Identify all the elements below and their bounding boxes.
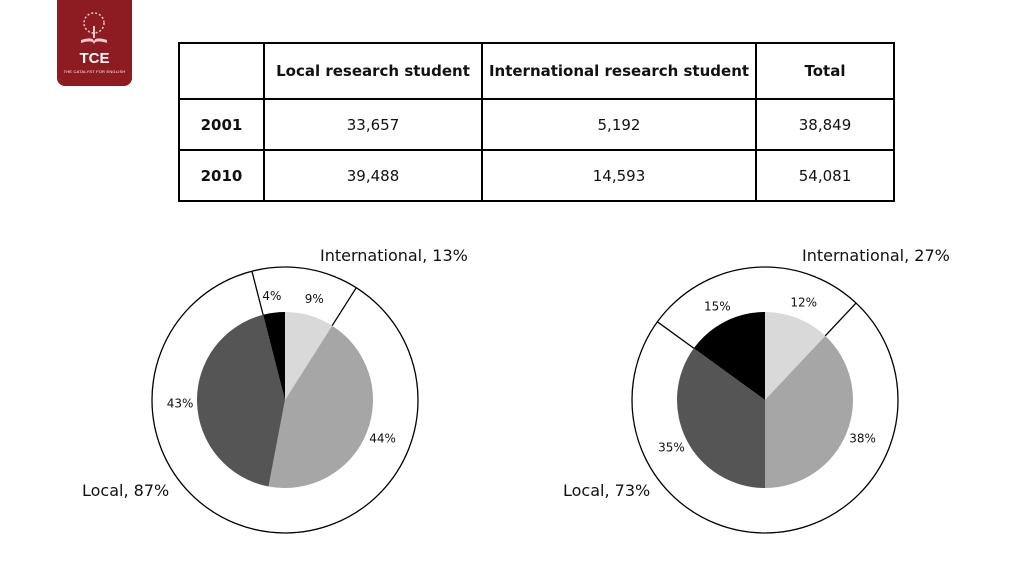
- header-local: Local research student: [263, 42, 483, 100]
- pie-slice: [285, 312, 333, 400]
- cell-international: 14,593: [481, 149, 757, 202]
- pie-slice: [268, 325, 374, 488]
- pie-2010-local-label: Local, 73%: [563, 481, 650, 500]
- cell-international: 5,192: [481, 98, 757, 151]
- pie-slice-label: 44%: [369, 432, 396, 446]
- logo-title: TCE: [79, 50, 110, 67]
- pie-slice-label: 15%: [704, 299, 731, 313]
- pie-2001-local-label: Local, 87%: [82, 481, 169, 500]
- cell-total: 54,081: [755, 149, 895, 202]
- cell-local: 33,657: [263, 98, 483, 151]
- logo-tagline: THE CATALYST FOR ENGLISH: [63, 69, 126, 74]
- table-row: 2010 39,488 14,593 54,081: [178, 149, 895, 202]
- row-year: 2010: [178, 149, 265, 202]
- cell-total: 38,849: [755, 98, 895, 151]
- table-header-row: Local research student International res…: [178, 42, 895, 100]
- data-table: Local research student International res…: [178, 42, 895, 202]
- ring-divider: [331, 287, 357, 327]
- row-year: 2001: [178, 98, 265, 151]
- pie-slice: [677, 348, 765, 488]
- pie-slice: [693, 312, 765, 400]
- pie-2010-international-label: International, 27%: [802, 246, 950, 265]
- pie-slice-label: 38%: [849, 432, 876, 446]
- cell-local: 39,488: [263, 149, 483, 202]
- ring-divider: [824, 302, 857, 337]
- header-international: International research student: [481, 42, 757, 100]
- logo: TCE THE CATALYST FOR ENGLISH: [57, 0, 132, 86]
- pie-slice-label: 9%: [305, 292, 324, 306]
- pie-2001-international-label: International, 13%: [320, 246, 468, 265]
- ring-divider: [657, 321, 695, 349]
- header-total: Total: [755, 42, 895, 100]
- pie-slice-label: 35%: [658, 441, 685, 455]
- header-blank: [178, 42, 265, 100]
- tree-book-icon: [81, 12, 107, 45]
- pie-slice-label: 12%: [790, 295, 817, 309]
- pie-slice-label: 4%: [262, 289, 281, 303]
- ring-divider: [251, 271, 264, 315]
- pie-slice: [765, 312, 826, 400]
- pie-slice: [196, 314, 285, 487]
- pie-slice: [765, 335, 853, 488]
- pie-slice: [263, 312, 285, 400]
- table-row: 2001 33,657 5,192 38,849: [178, 98, 895, 151]
- pie-slice-label: 43%: [167, 396, 194, 410]
